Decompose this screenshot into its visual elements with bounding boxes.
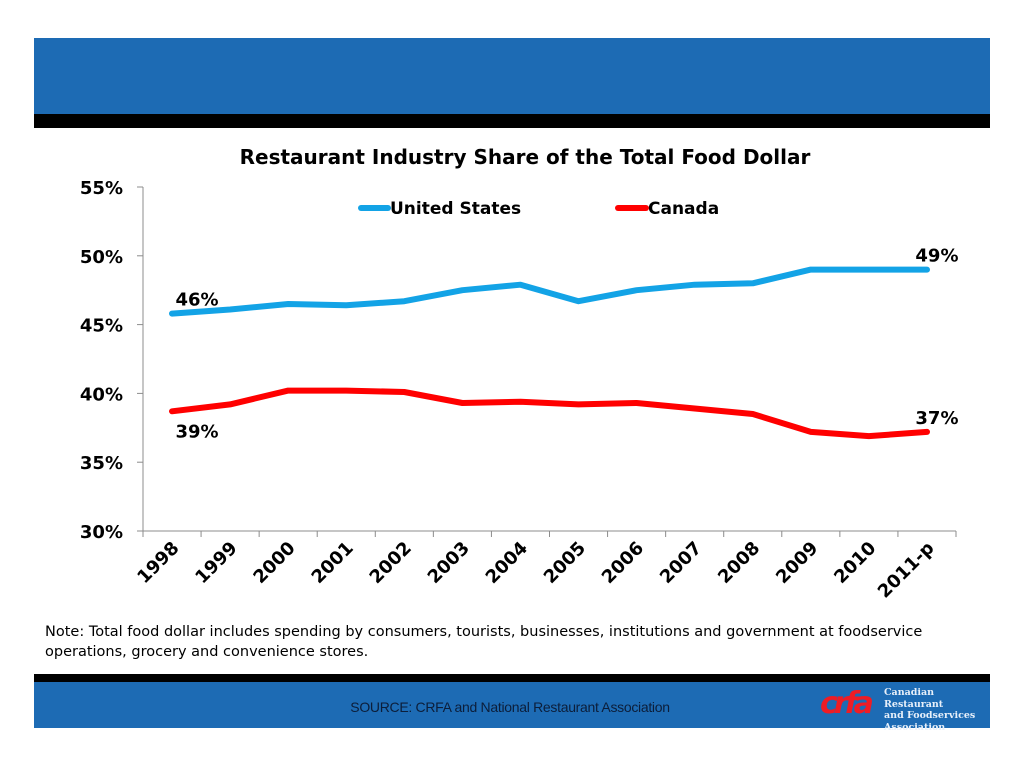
x-tick-label: 2011-p: [874, 538, 939, 603]
chart-series: [169, 266, 930, 440]
series-line-canada: [169, 387, 930, 440]
chart-axes: [137, 187, 956, 532]
x-tick-label: 2010: [830, 538, 880, 588]
chart-title: Restaurant Industry Share of the Total F…: [240, 145, 811, 169]
chart-legend: United States Canada: [358, 199, 719, 219]
chart-annotations: 46% 49% 39% 37%: [175, 246, 958, 443]
footer-rule: [34, 674, 990, 682]
data-label-canada: 37%: [915, 408, 958, 429]
logo-line-1: Canadian Restaurant: [884, 687, 944, 710]
x-tick-label: 2001: [308, 538, 358, 588]
data-label-canada: 39%: [175, 421, 218, 442]
x-tick-label: 2006: [598, 538, 648, 588]
y-tick-label: 55%: [80, 178, 123, 199]
y-tick-label: 30%: [80, 522, 123, 543]
crfa-logo-mark: crfa: [820, 686, 874, 721]
y-tick-label: 50%: [80, 247, 123, 268]
x-tick-label: 1999: [191, 538, 241, 588]
crfa-logo: crfa Canadian Restaurant and Foodservice…: [820, 684, 990, 733]
series-line-united-states: [169, 266, 930, 317]
footnote: Note: Total food dollar includes spendin…: [45, 624, 923, 660]
y-tick-label: 45%: [80, 316, 123, 337]
header-rule: [34, 114, 990, 128]
data-label-united-states: 49%: [915, 246, 958, 267]
header-band: [34, 38, 990, 114]
source-text: SOURCE: CRFA and National Restaurant Ass…: [350, 699, 670, 715]
x-axis-ticks: 1998 1999 2000 2001 2002 2003 2004 2005 2006 2007…: [133, 531, 957, 603]
x-tick-label: 2003: [424, 538, 474, 588]
y-axis-ticks: 30% 35% 40% 45% 50% 55%: [80, 178, 143, 543]
x-tick-label: 2009: [772, 538, 822, 588]
logo-line-2: and Foodservices: [884, 710, 976, 721]
x-tick-label: 2007: [656, 538, 706, 588]
crfa-logo-text: Canadian Restaurant and Foodservices Ass…: [884, 687, 990, 733]
y-tick-label: 40%: [80, 384, 123, 405]
logo-line-3: Association: [884, 721, 946, 733]
data-label-united-states: 46%: [175, 290, 218, 311]
x-tick-label: 2002: [366, 538, 416, 588]
legend-label-canada: Canada: [648, 199, 719, 219]
footer-band: [34, 682, 990, 728]
x-tick-label: 2008: [714, 538, 764, 588]
legend-label-united-states: United States: [390, 199, 521, 219]
x-tick-label: 1998: [133, 538, 183, 588]
x-tick-label: 2005: [540, 538, 590, 588]
x-tick-label: 2004: [482, 538, 532, 588]
x-tick-label: 2000: [249, 538, 299, 588]
y-tick-label: 35%: [80, 453, 123, 474]
line-chart: Restaurant Industry Share of the Total F…: [80, 145, 959, 603]
